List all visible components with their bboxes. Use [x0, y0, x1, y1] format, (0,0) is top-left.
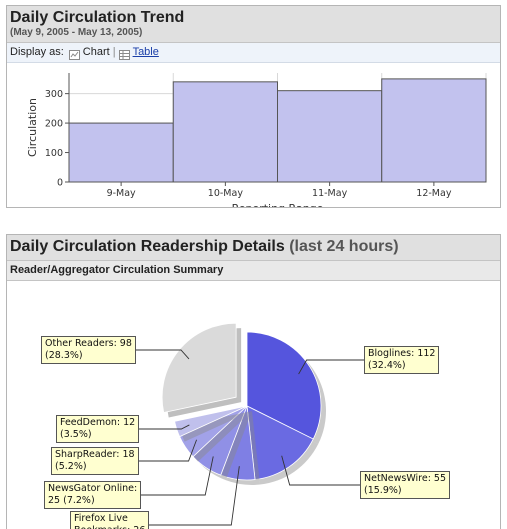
y-tick-label: 300	[45, 89, 63, 100]
pie-callout-line2: 25 (7.2%)	[48, 495, 95, 506]
pie-slice	[161, 322, 237, 414]
pie-callout-line1: FeedDemon: 12	[60, 417, 136, 428]
x-tick-label: 10-May	[208, 188, 244, 199]
pie-leader-line	[298, 359, 364, 375]
trend-header: Daily Circulation Trend (May 9, 2005 - M…	[7, 6, 500, 43]
pie-callout-line2: (32.4%)	[368, 360, 406, 371]
pie-callout: SharpReader: 18 (5.2%)	[51, 447, 139, 475]
pie-leader-line	[141, 456, 214, 496]
display-as-label: Display as:	[10, 46, 64, 58]
pie-callout-line2: (15.9%)	[364, 485, 402, 496]
readership-title-suffix: (last 24 hours)	[289, 238, 399, 255]
table-option-link[interactable]: Table	[132, 46, 159, 58]
pie-callout-line2: Bookmarks: 26	[74, 525, 145, 529]
reader-pie-chart	[136, 322, 364, 526]
pie-slice	[246, 331, 322, 440]
bar-12-May	[381, 78, 487, 183]
bar-10-May	[172, 81, 278, 183]
option-separator: |	[112, 46, 116, 58]
y-tick-label: 100	[45, 148, 63, 159]
pie-leader-line	[139, 424, 190, 430]
pie-callout: Firefox LiveBookmarks: 26	[70, 511, 150, 529]
pie-callout: NetNewsWire: 55 (15.9%)	[360, 471, 451, 499]
bar-11-May	[277, 90, 383, 183]
pie-callout-line1: NetNewsWire: 55	[364, 473, 447, 484]
pie-callout-line2: (28.3%)	[45, 350, 83, 361]
x-tick-label: 12-May	[416, 188, 452, 199]
y-tick-label: 0	[57, 178, 63, 189]
pie-callout: Bloglines: 112 (32.4%)	[364, 346, 440, 374]
pie-leader-line	[149, 466, 240, 526]
pie-callout-line1: SharpReader: 18	[55, 449, 135, 460]
chart-icon	[68, 48, 80, 60]
readership-header: Daily Circulation Readership Details (la…	[7, 235, 500, 261]
pie-callout-line1: Other Readers: 98	[45, 338, 132, 349]
pie-callout: Other Readers: 98 (28.3%)	[41, 336, 136, 364]
y-axis-label: Circulation	[26, 98, 39, 157]
pie-callout: NewsGator Online: 25 (7.2%)	[44, 481, 142, 509]
chart-option[interactable]: Chart	[82, 46, 110, 58]
pie-callout-line1: Firefox Live	[74, 513, 128, 524]
table-icon	[118, 48, 130, 60]
pie-leader-line	[139, 439, 198, 462]
pie-leader-line	[136, 349, 190, 360]
pie-callout-line2: (3.5%)	[60, 429, 92, 440]
pie-callout: FeedDemon: 12 (3.5%)	[56, 415, 140, 443]
pie-callout-line1: NewsGator Online:	[48, 483, 138, 494]
pie-callout-line2: (5.2%)	[55, 461, 87, 472]
pie-area: Bloglines: 112 (32.4%) NetNewsWire: 55 (15.…	[7, 281, 500, 529]
daily-circulation-trend-panel: Daily Circulation Trend (May 9, 2005 - M…	[6, 5, 501, 208]
pie-leader-line	[281, 455, 360, 486]
pie-slice-shadow	[179, 411, 252, 442]
circulation-bar-chart: 9-May 10-May 11-May 12-May 0 100 200 300 Circula…	[26, 73, 487, 207]
readership-title-main: Daily Circulation Readership Details	[10, 238, 285, 255]
pie-callout-line1: Bloglines: 112	[368, 348, 436, 359]
display-as-bar: Display as: Chart | Table	[7, 43, 500, 63]
readership-details-panel: Daily Circulation Readership Details (la…	[6, 234, 501, 529]
x-tick-label: 9-May	[107, 188, 136, 199]
trend-date-range: (May 9, 2005 - May 13, 2005)	[10, 27, 143, 38]
y-tick-label: 200	[45, 119, 63, 130]
readership-title: Daily Circulation Readership Details (la…	[10, 237, 497, 256]
x-tick-label: 11-May	[312, 188, 348, 199]
pie-slice	[246, 405, 314, 481]
x-axis-label: Reporting Range	[232, 202, 324, 207]
trend-title: Daily Circulation Trend	[10, 9, 185, 26]
readership-subtitle: Reader/Aggregator Circulation Summary	[7, 261, 500, 281]
bar-9-May	[68, 122, 174, 183]
